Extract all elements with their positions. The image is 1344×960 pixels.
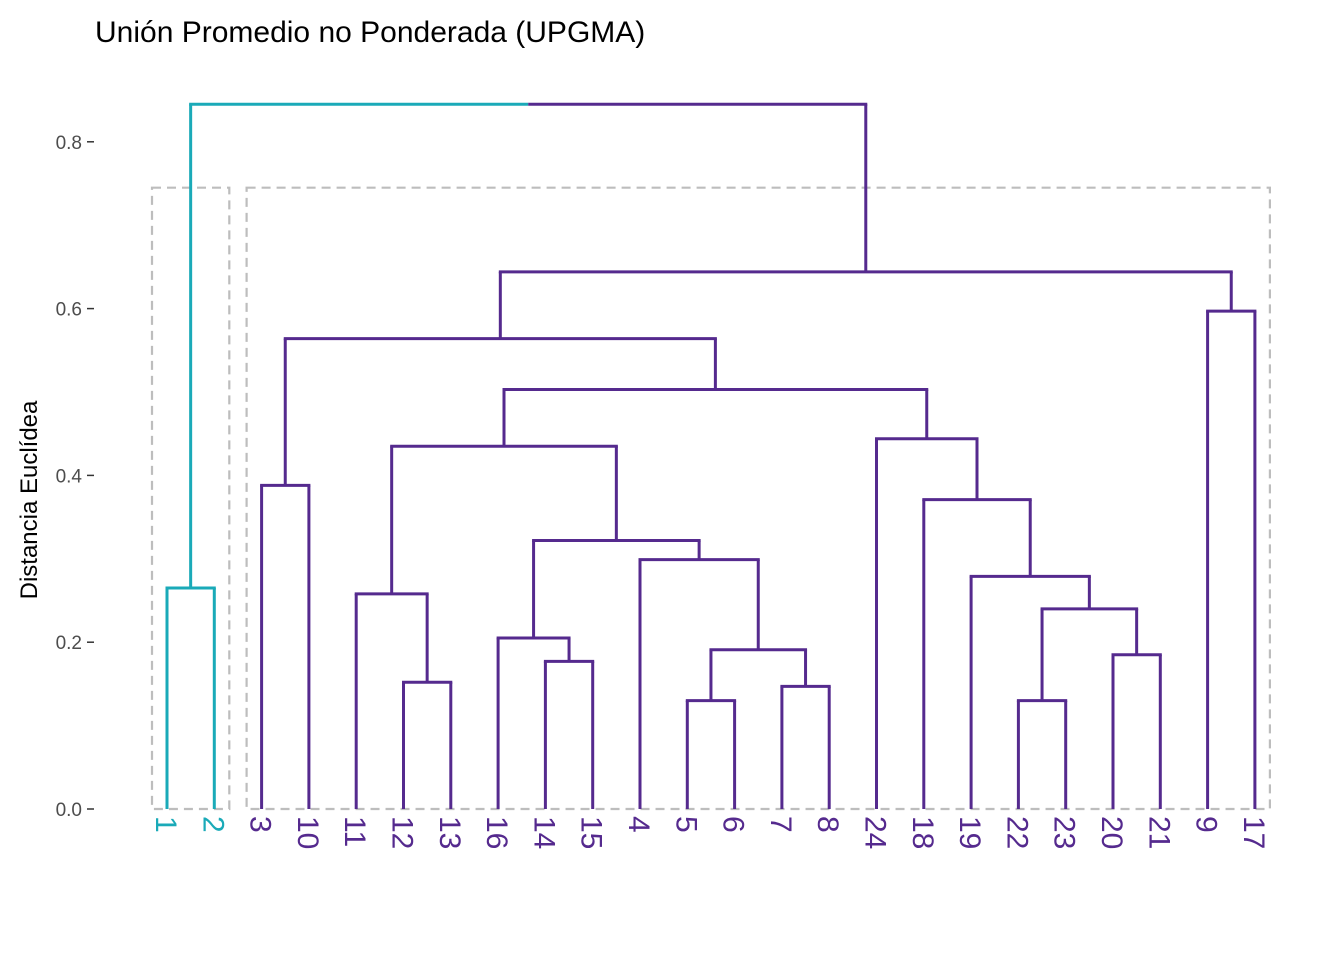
leaf-label: 15 — [575, 816, 608, 849]
leaf-label: 9 — [1190, 816, 1223, 833]
leaf-label: 16 — [480, 816, 513, 849]
y-tick-label: 0.0 — [56, 800, 82, 821]
leaf-label: 3 — [244, 816, 277, 833]
leaf-label: 13 — [433, 816, 466, 849]
leaf-label: 5 — [669, 816, 702, 833]
leaf-label: 1 — [149, 816, 182, 833]
leaf-label: 7 — [764, 816, 797, 833]
leaf-label: 23 — [1048, 816, 1081, 849]
leaf-label: 19 — [953, 816, 986, 849]
leaf-label: 20 — [1095, 816, 1128, 849]
leaf-label: 22 — [1000, 816, 1033, 849]
leaf-label: 17 — [1237, 816, 1270, 849]
leaf-label: 2 — [196, 816, 229, 833]
y-tick-label: 0.6 — [56, 300, 82, 321]
leaf-label: 6 — [717, 816, 750, 833]
leaf-label: 21 — [1142, 816, 1175, 849]
leaf-label: 8 — [811, 816, 844, 833]
y-axis: 0.0 0.2 0.4 0.6 0.8 — [56, 133, 94, 821]
leaf-label: 18 — [906, 816, 939, 849]
y-axis-title: Distancia Euclídea — [16, 400, 43, 599]
leaf-label: 11 — [338, 816, 371, 847]
leaf-label: 14 — [527, 816, 560, 849]
chart-title: Unión Promedio no Ponderada (UPGMA) — [95, 16, 645, 49]
leaf-label: 4 — [622, 816, 655, 833]
y-tick-label: 0.8 — [56, 133, 82, 154]
leaf-labels: 1 2 3 10 11 12 13 16 14 15 4 5 6 7 8 24 18 19 22 23 20 21 9 17 — [149, 816, 1270, 849]
y-tick-label: 0.2 — [56, 633, 82, 654]
leaf-label: 12 — [386, 816, 419, 849]
cluster-boxes — [150, 186, 1271, 811]
cluster-box-2 — [245, 186, 1271, 811]
leaf-label: 24 — [859, 816, 892, 849]
dendrogram-links — [165, 102, 1257, 809]
y-tick-label: 0.4 — [56, 466, 83, 487]
leaf-label: 10 — [291, 816, 324, 849]
